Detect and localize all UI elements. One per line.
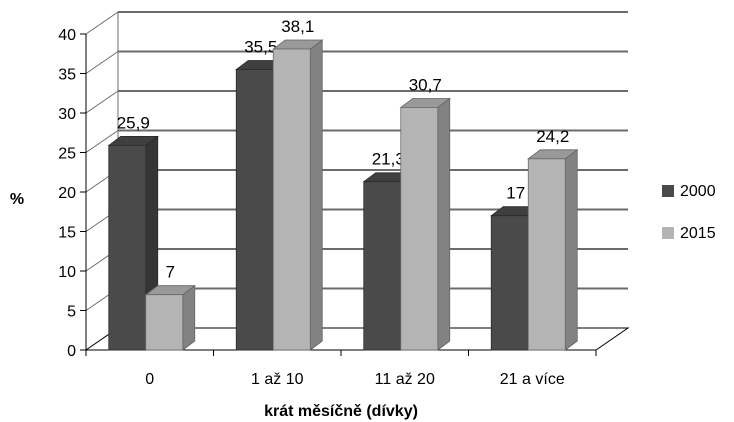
gridline-side bbox=[85, 130, 119, 153]
y-tick-label: 0 bbox=[67, 343, 76, 360]
legend-swatch-2000 bbox=[662, 185, 674, 197]
bar-2015 bbox=[145, 294, 184, 351]
data-label: 35,5 bbox=[244, 38, 277, 57]
y-tick-label: 35 bbox=[58, 67, 76, 84]
legend-swatch-2015 bbox=[662, 227, 674, 239]
data-label: 21,3 bbox=[372, 150, 405, 169]
legend-label: 2000 bbox=[680, 183, 716, 200]
data-label: 7 bbox=[166, 263, 175, 282]
gridline-side bbox=[85, 90, 119, 114]
bar-2000 bbox=[108, 144, 147, 351]
bar-2015 bbox=[400, 107, 439, 351]
y-tick-label: 40 bbox=[58, 27, 76, 44]
bar-2000 bbox=[235, 69, 274, 351]
y-tick-label: 5 bbox=[67, 304, 76, 321]
y-tick-label: 15 bbox=[58, 225, 76, 242]
x-tick-label: 1 až 10 bbox=[251, 371, 304, 388]
data-label: 25,9 bbox=[117, 113, 150, 132]
x-tick-label: 21 a více bbox=[500, 371, 565, 388]
y-tick-label: 25 bbox=[58, 146, 76, 163]
bar-2015 bbox=[527, 158, 566, 351]
bar-2000 bbox=[363, 181, 402, 351]
gridline-side bbox=[85, 51, 119, 74]
bar-side-2015 bbox=[182, 284, 196, 351]
bar-2015 bbox=[272, 48, 311, 351]
bar-side-2015 bbox=[309, 39, 323, 351]
legend-label: 2015 bbox=[680, 225, 716, 242]
data-label: 17 bbox=[506, 184, 525, 203]
bar-2000 bbox=[490, 215, 529, 351]
x-tick-label: 0 bbox=[145, 371, 154, 388]
y-axis-title: % bbox=[10, 191, 24, 208]
y-tick-label: 30 bbox=[58, 106, 76, 123]
data-label: 30,7 bbox=[409, 75, 442, 94]
y-tick-label: 20 bbox=[58, 185, 76, 202]
bar-side-2015 bbox=[564, 149, 578, 351]
gridline-side bbox=[85, 11, 119, 35]
x-tick-label: 11 až 20 bbox=[375, 371, 435, 388]
data-label: 24,2 bbox=[536, 127, 569, 146]
bar-side-2015 bbox=[437, 97, 451, 351]
data-label: 38,1 bbox=[281, 17, 314, 36]
x-axis-title: krát měsíčně (dívky) bbox=[264, 403, 418, 420]
y-tick-label: 10 bbox=[58, 264, 76, 281]
